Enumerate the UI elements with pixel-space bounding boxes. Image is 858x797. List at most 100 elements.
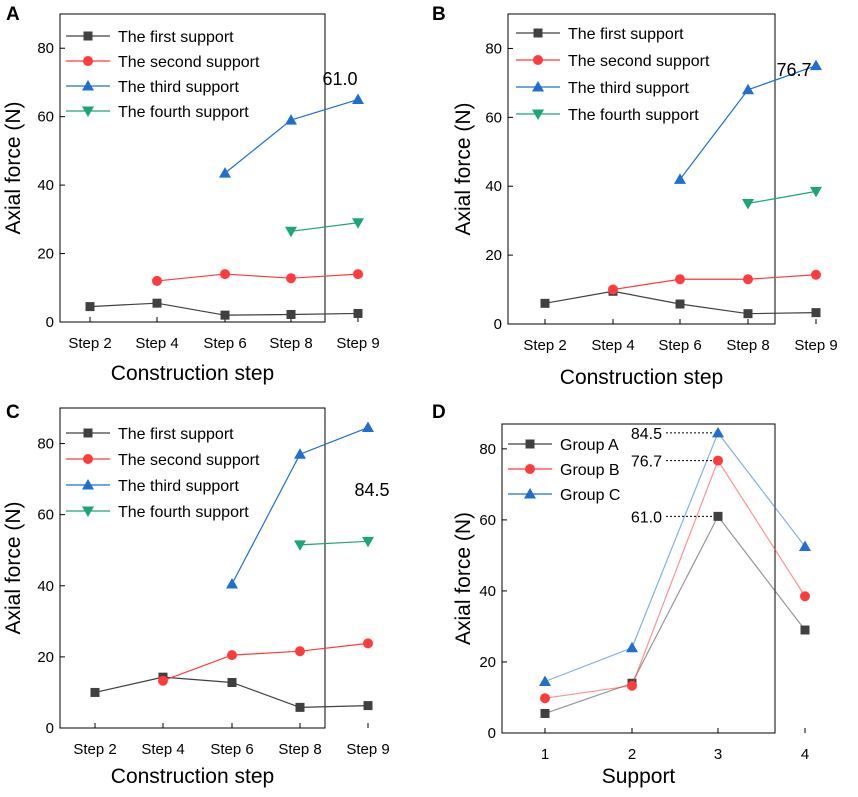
data-point [90, 687, 100, 697]
y-tick-label: 60 [37, 109, 54, 126]
legend-label: The first support [118, 29, 234, 46]
data-point [810, 186, 822, 198]
x-axis-title: Construction step [111, 362, 274, 385]
y-tick-label: 80 [37, 40, 54, 57]
data-point [226, 578, 238, 589]
plot-frame [501, 423, 776, 734]
panel-letter: B [432, 4, 446, 25]
legend-label: Group B [560, 462, 620, 479]
data-point [85, 302, 95, 312]
data-point [626, 641, 638, 653]
y-tick-label: 20 [37, 246, 54, 263]
x-tick-label: Step 6 [658, 337, 701, 354]
legend-label: The first support [118, 426, 234, 443]
data-point [675, 274, 685, 285]
series-1 [85, 298, 363, 320]
y-tick-label: 80 [485, 40, 502, 57]
legend-label: The fourth support [118, 504, 249, 521]
y-tick-label: 80 [479, 441, 496, 458]
annotation-label: 76.7 [631, 454, 662, 471]
panel-letter: C [6, 402, 20, 423]
plot-frame [59, 407, 326, 729]
data-point [362, 421, 374, 433]
legend-marker [524, 488, 536, 499]
data-point [627, 680, 637, 691]
data-point [742, 83, 754, 95]
data-point [362, 536, 374, 548]
data-point [220, 310, 230, 320]
x-tick-label: Step 8 [278, 741, 321, 758]
y-tick-label: 0 [46, 720, 54, 737]
legend-label: Group C [560, 487, 620, 504]
data-point [363, 701, 373, 711]
data-point [540, 708, 550, 718]
legend-marker [83, 428, 93, 438]
legend-marker [82, 106, 94, 117]
data-point [743, 309, 753, 319]
x-tick-label: Step 9 [794, 337, 837, 354]
series-1 [90, 672, 373, 712]
legend: The first support The second support The t… [66, 29, 260, 121]
data-point [294, 448, 306, 459]
legend-marker [82, 479, 94, 490]
series-4 [742, 186, 822, 210]
legend-marker [533, 55, 543, 65]
x-tick-label: Step 9 [346, 741, 389, 758]
series-line [290, 222, 359, 232]
series-2 [608, 269, 821, 295]
y-tick-label: 40 [479, 583, 496, 600]
y-tick-label: 20 [485, 247, 502, 264]
panel-C: C 0 20 40 60 80 Step 2 Step 4 Step 6 Step 8 Step 9… [2, 402, 390, 788]
legend-label: The second support [568, 53, 710, 70]
legend-marker [82, 506, 94, 517]
data-point [540, 298, 550, 308]
legend-marker [82, 80, 94, 91]
data-point [227, 650, 237, 661]
legend-marker [83, 31, 93, 41]
data-point [799, 540, 811, 552]
y-tick-label: 40 [37, 578, 54, 595]
data-point [810, 59, 822, 71]
series-line [612, 274, 817, 291]
x-tick-label: Step 4 [135, 335, 178, 352]
data-point [158, 675, 168, 686]
legend-marker [83, 56, 93, 66]
series-3 [674, 59, 822, 184]
y-tick-label: 60 [479, 512, 496, 529]
series-4 [285, 218, 364, 238]
legend-label: The first support [568, 26, 684, 43]
peak-annotation: 61.0 [322, 69, 357, 89]
peak-annotation: 76.7 [776, 60, 811, 80]
data-point [294, 540, 306, 551]
annotation-label: 61.0 [631, 509, 662, 526]
y-tick-label: 0 [46, 314, 54, 331]
x-tick-label: Step 6 [203, 335, 246, 352]
series-line [162, 642, 369, 682]
legend-label: The third support [118, 79, 240, 96]
data-point [800, 625, 810, 635]
x-tick-label: 1 [541, 746, 549, 763]
legend: Group A Group B Group C [508, 437, 620, 504]
x-tick-label: Step 4 [141, 741, 184, 758]
legend: The first support The second support The t… [66, 426, 260, 521]
data-point [219, 167, 231, 178]
x-axis-title: Construction step [560, 366, 723, 389]
y-tick-label: 60 [37, 507, 54, 524]
peak-annotation: 84.5 [354, 480, 389, 500]
x-tick-label: Step 2 [68, 335, 111, 352]
series-line [299, 540, 369, 546]
x-tick-label: Step 8 [726, 337, 769, 354]
series-line [679, 65, 817, 180]
y-tick-label: 0 [494, 316, 502, 333]
y-tick-label: 60 [485, 109, 502, 126]
legend-marker [532, 81, 544, 92]
y-axis-title: Axial force (N) [2, 501, 25, 634]
legend-label: The third support [118, 478, 240, 495]
data-point [539, 675, 551, 686]
data-point [286, 309, 296, 319]
data-point [286, 273, 296, 284]
y-tick-label: 80 [37, 436, 54, 453]
data-point [540, 693, 550, 704]
x-tick-label: Step 4 [591, 337, 634, 354]
data-point [285, 114, 297, 125]
